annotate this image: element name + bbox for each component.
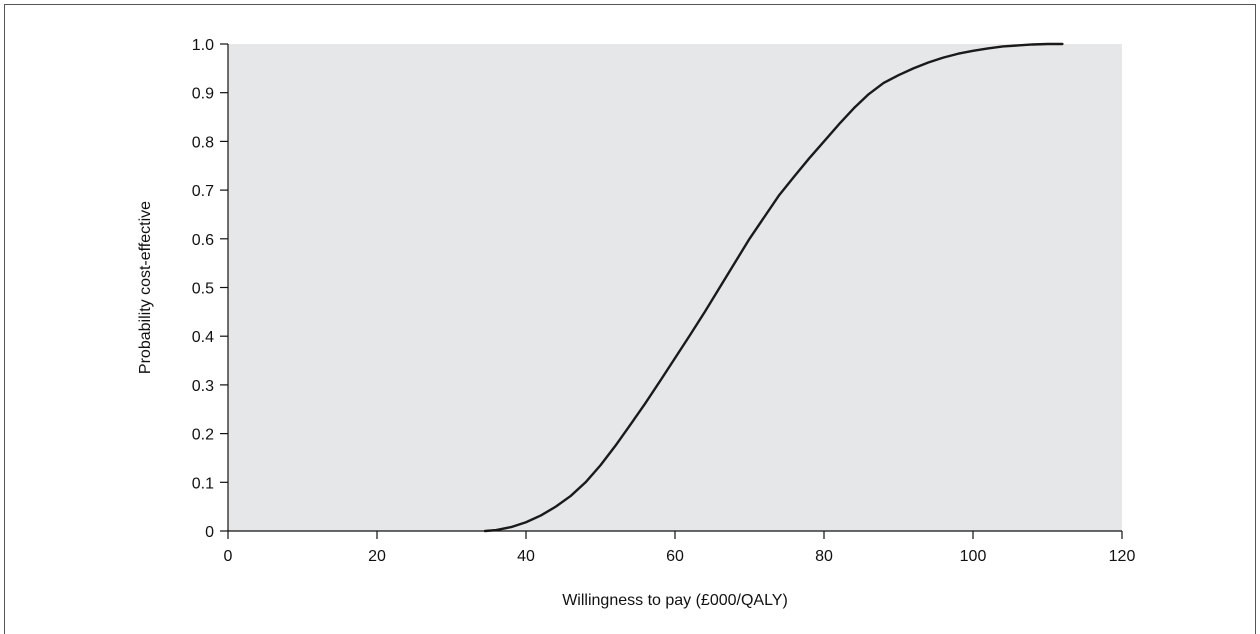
y-tick-label: 0.3 — [192, 378, 214, 395]
ceac-curve — [483, 42, 1064, 533]
x-tick-label: 20 — [368, 548, 386, 565]
y-tick-label: 0.4 — [192, 329, 214, 346]
y-tick-label: 0 — [205, 524, 214, 541]
x-tick-label: 80 — [815, 548, 833, 565]
y-tick-label: 0.2 — [192, 427, 214, 444]
y-tick-label: 0.8 — [192, 134, 214, 151]
axis-ticks — [220, 43, 1123, 539]
x-tick-label: 100 — [960, 548, 987, 565]
tick-labels: 0 20 40 60 80 100 120 0 0.1 0.2 0.3 0.4 0.5 0.6 0.7 0.8… — [192, 37, 1136, 565]
y-tick-label: 0.6 — [192, 232, 214, 249]
x-tick-label: 40 — [517, 548, 535, 565]
y-tick-label: 0.7 — [192, 183, 214, 200]
y-tick-label: 0.1 — [192, 475, 214, 492]
x-tick-label: 60 — [666, 548, 684, 565]
x-axis-title: Willingness to pay (£000/QALY) — [562, 592, 788, 609]
y-tick-label: 1.0 — [192, 37, 214, 54]
x-tick-label: 120 — [1109, 548, 1136, 565]
plot-area-background — [228, 44, 1122, 531]
y-tick-label: 0.5 — [192, 281, 214, 298]
y-tick-label: 0.9 — [192, 86, 214, 103]
x-tick-label: 0 — [224, 548, 233, 565]
y-axis-title: Probability cost-effective — [137, 201, 154, 374]
